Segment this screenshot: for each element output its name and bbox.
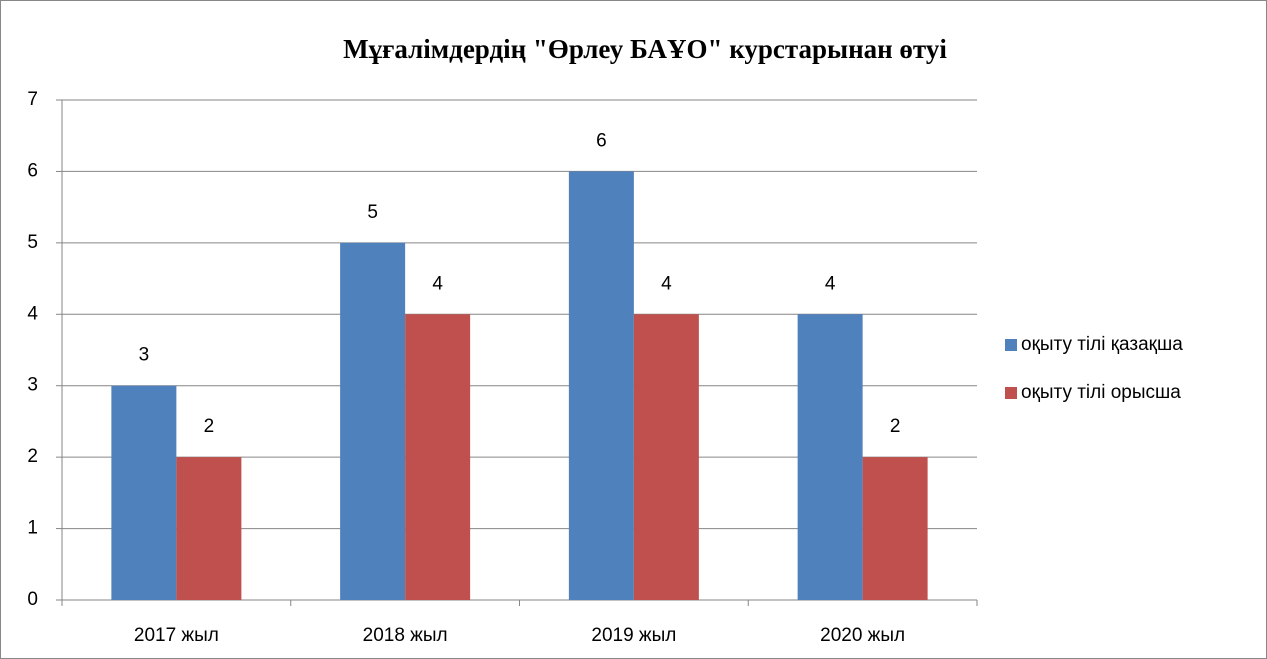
bar: [862, 457, 928, 600]
data-label: 2: [890, 416, 901, 437]
x-tick-label: 2018 жыл: [363, 625, 448, 646]
bar: [797, 314, 863, 600]
legend-swatch: [1005, 387, 1017, 399]
legend-label: оқыту тілі қазақша: [1021, 334, 1183, 355]
x-tick-label: 2017 жыл: [134, 625, 219, 646]
bar: [176, 457, 242, 600]
data-label: 6: [596, 130, 607, 151]
legend-label: оқыту тілі орысша: [1021, 382, 1181, 403]
data-label: 3: [139, 345, 150, 366]
bar: [633, 314, 699, 600]
y-tick-label: 1: [27, 518, 38, 539]
y-tick-label: 0: [27, 589, 38, 610]
data-label: 5: [367, 202, 378, 223]
data-label: 4: [825, 273, 836, 294]
data-label: 4: [432, 273, 443, 294]
y-tick-label: 2: [27, 446, 38, 467]
bar: [340, 242, 406, 600]
bar: [405, 314, 471, 600]
bar: [568, 171, 634, 600]
data-label: 2: [204, 416, 215, 437]
x-tick-label: 2020 жыл: [820, 625, 905, 646]
y-tick-label: 5: [27, 232, 38, 253]
chart-title: Мұғалімдердің "Өрлеу БАҰО" курстарынан ө…: [343, 34, 947, 64]
y-tick-label: 7: [27, 89, 38, 110]
x-tick-label: 2019 жыл: [591, 625, 676, 646]
bar: [111, 385, 177, 600]
y-tick-label: 3: [27, 375, 38, 396]
legend-swatch: [1005, 339, 1017, 351]
data-label: 4: [661, 273, 672, 294]
y-tick-label: 6: [27, 160, 38, 181]
y-tick-label: 4: [27, 303, 38, 324]
